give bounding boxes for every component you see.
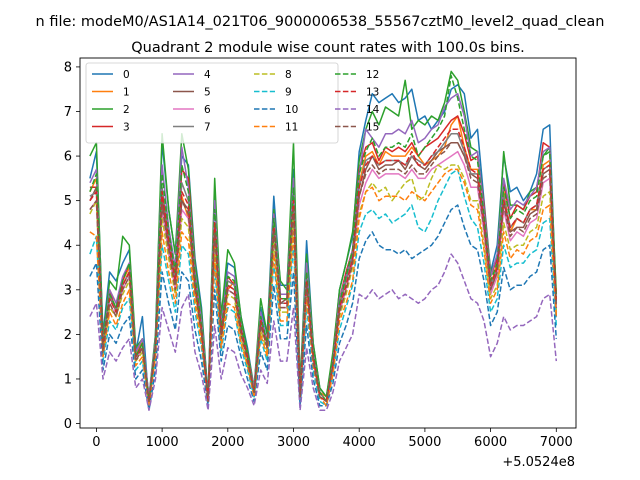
y-tick-label: 3: [64, 283, 72, 298]
x-tick-label: 6000: [474, 435, 507, 450]
legend-label-6: 6: [204, 104, 211, 116]
series-line-11: [89, 168, 558, 407]
series-line-12: [89, 75, 558, 403]
legend-label-0: 0: [123, 69, 130, 81]
y-tick-label: 7: [64, 105, 72, 120]
x-tick-label: 3000: [277, 435, 310, 450]
x-tick-label: 0: [92, 435, 100, 450]
x-axis: 0 1000 2000 3000 4000 5000 6000 7000: [92, 428, 573, 450]
x-offset-label: +5.0524e8: [502, 455, 575, 470]
x-tick-label: 2000: [211, 435, 244, 450]
y-tick-label: 2: [64, 328, 72, 343]
series-line-9: [89, 168, 558, 407]
legend-label-4: 4: [204, 69, 211, 81]
chart-suptitle: n file: modeM0/AS1A14_021T06_9000006538_…: [36, 14, 605, 30]
series-line-10: [89, 204, 558, 411]
y-tick-label: 0: [64, 417, 72, 432]
legend-box: [85, 62, 339, 144]
y-tick-label: 8: [64, 60, 72, 75]
legend-label-11: 11: [285, 122, 298, 134]
legend-label-3: 3: [123, 122, 130, 134]
x-tick-label: 4000: [343, 435, 376, 450]
y-tick-label: 6: [64, 150, 72, 165]
y-tick-label: 1: [64, 372, 72, 387]
chart-title: Quadrant 2 module wise count rates with …: [131, 40, 525, 56]
y-tick-label: 5: [64, 194, 72, 209]
series-line-15: [89, 141, 558, 403]
legend-label-9: 9: [285, 87, 292, 99]
legend-label-10: 10: [285, 104, 298, 116]
series-line-8: [89, 164, 558, 403]
legend-label-7: 7: [204, 122, 211, 134]
x-tick-label: 1000: [146, 435, 179, 450]
legend-label-15: 15: [366, 122, 379, 134]
y-tick-label: 4: [64, 239, 72, 254]
x-tick-label: 7000: [540, 435, 573, 450]
series-line-14: [89, 253, 558, 411]
series-line-13: [89, 128, 558, 403]
legend-label-1: 1: [123, 87, 130, 99]
legend-label-13: 13: [366, 87, 379, 99]
plot-lines: [89, 70, 558, 411]
x-tick-label: 5000: [408, 435, 441, 450]
plot-frame: [79, 57, 577, 429]
legend-label-8: 8: [285, 69, 292, 81]
y-axis: 0 1 2 3 4 5 6 7 8: [64, 60, 80, 432]
legend-label-5: 5: [204, 87, 211, 99]
legend-label-14: 14: [366, 104, 380, 116]
series-line-7: [89, 133, 558, 403]
legend-label-2: 2: [123, 104, 130, 116]
legend-label-12: 12: [366, 69, 379, 81]
